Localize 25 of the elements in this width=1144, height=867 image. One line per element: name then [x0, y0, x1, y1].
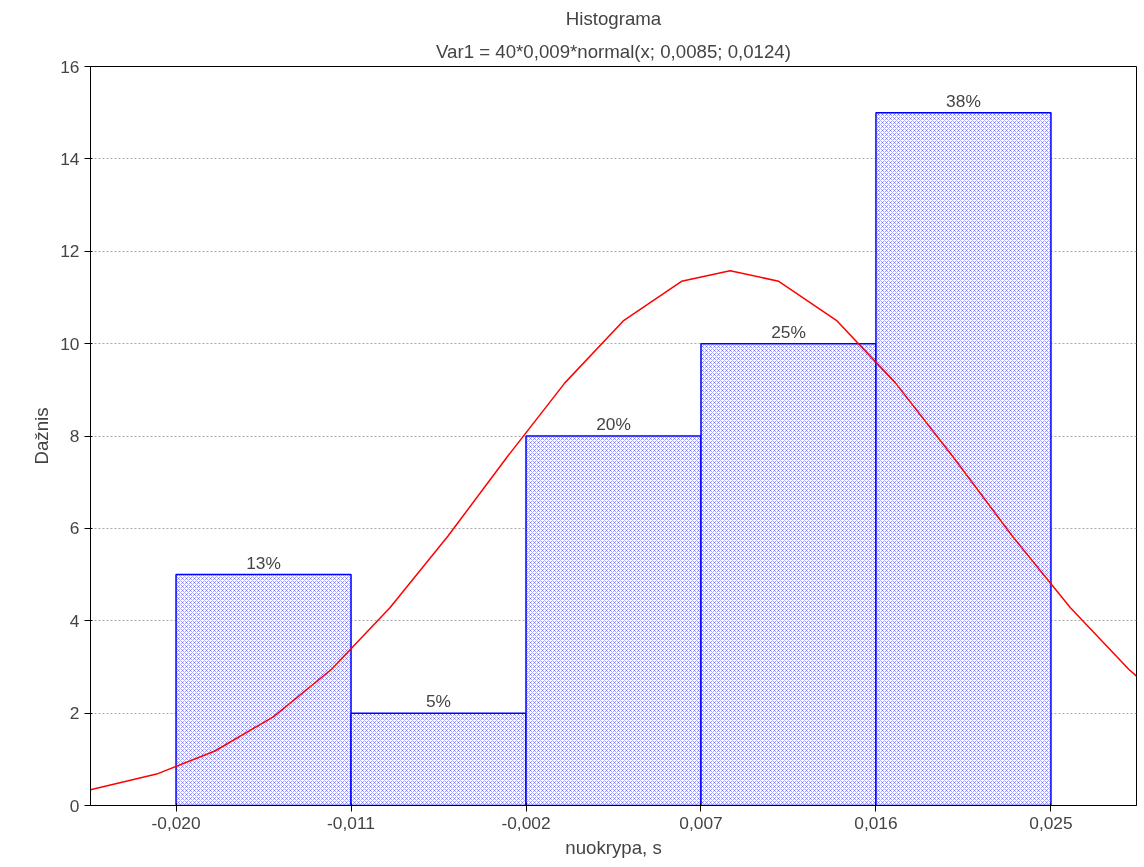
annotation: 5%	[426, 691, 452, 712]
x-tick-label: 0,016	[854, 812, 898, 833]
x-tick-label: -0,020	[151, 812, 201, 833]
annotation: 20%	[596, 414, 631, 434]
chart-subtitle: Var1 = 40*0,009*normal(x; 0,0085; 0,0124)	[436, 40, 791, 62]
x-axis-title: nuokrypa, s	[565, 836, 662, 858]
y-tick-label: 0	[69, 795, 80, 816]
y-tick-label: 16	[60, 56, 80, 77]
y-tick-label: 4	[69, 610, 80, 631]
annotation: 38%	[946, 90, 981, 111]
y-tick-label: 2	[69, 703, 80, 724]
line-series	[90, 269, 1137, 791]
y-tick-label: 12	[60, 241, 80, 262]
y-axis-title: Dažnis	[31, 407, 53, 465]
y-tick-label: 10	[60, 333, 80, 354]
y-tick-label: 6	[69, 518, 80, 539]
x-tick-label: -0,011	[327, 812, 375, 833]
y-tick-label: 8	[69, 426, 80, 446]
x-tick-label: 0,007	[679, 812, 723, 833]
x-tick-label: 0,025	[1029, 812, 1073, 833]
chart-title: Histograma	[565, 7, 662, 29]
x-tick-label: -0,002	[501, 812, 551, 833]
y-tick-label: 14	[60, 148, 80, 169]
annotation: 13%	[246, 552, 281, 573]
annotation: 25%	[771, 321, 806, 342]
